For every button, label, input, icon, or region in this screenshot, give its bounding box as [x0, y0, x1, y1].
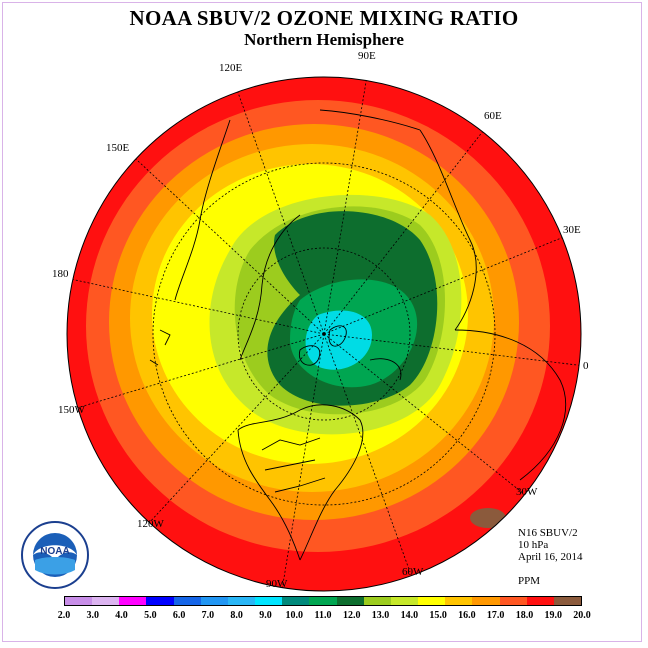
- color-bar-swatch: [418, 597, 446, 605]
- color-bar-swatch: [363, 597, 391, 605]
- color-bar-swatch: [472, 597, 500, 605]
- graticule: [67, 77, 581, 591]
- lon-label-150e: 150E: [106, 142, 130, 154]
- color-bar-swatch: [255, 597, 283, 605]
- date-label: April 16, 2014: [518, 551, 583, 563]
- color-bar-tick-label: 18.0: [515, 610, 534, 621]
- figure-frame: [2, 2, 642, 642]
- color-bar-tick-label: 3.0: [86, 610, 100, 621]
- color-bar-swatch: [227, 597, 256, 605]
- color-bar-tick-label: 16.0: [458, 610, 476, 621]
- color-bar-tick-label: 15.0: [429, 610, 447, 621]
- lon-label-150w: 150W: [58, 404, 85, 416]
- color-bar-tick-label: 2.0: [57, 610, 71, 621]
- map-subtitle: Northern Hemisphere: [244, 30, 404, 49]
- color-bar-swatch: [282, 597, 310, 605]
- color-bar-swatch: [499, 597, 527, 605]
- lon-label-120w: 120W: [137, 518, 164, 530]
- color-bar-swatch: [173, 597, 201, 605]
- color-bar-swatch: [200, 597, 228, 605]
- lon-label-30e: 30E: [563, 224, 581, 236]
- lon-label-90w: 90W: [266, 578, 288, 590]
- lon-label-60w: 60W: [402, 566, 424, 578]
- logo-text: NOAA: [40, 546, 69, 557]
- color-bar-swatch: [390, 597, 419, 605]
- color-bar-swatch: [526, 597, 554, 605]
- lon-label-0: 0: [583, 360, 589, 372]
- color-bar-tick-label: 11.0: [314, 610, 332, 621]
- contour-10-11: [305, 310, 372, 370]
- color-bar-swatch: [553, 597, 581, 605]
- color-bar-ticks: 2.0 3.0 4.0 5.0 6.0 7.0 8.0 9.0 10.0 11.0 12.0 13.0…: [45, 610, 605, 624]
- lon-label-180: 180: [52, 268, 69, 280]
- color-bar: [64, 596, 582, 606]
- color-bar-tick-label: 13.0: [371, 610, 390, 621]
- color-bar-swatch: [445, 597, 473, 605]
- coastlines: [149, 109, 567, 561]
- instrument-label: N16 SBUV/2: [518, 527, 578, 539]
- color-bar-tick-label: 10.0: [285, 610, 303, 621]
- color-bar-tick-label: 4.0: [115, 610, 128, 621]
- noaa-logo: NOAA: [20, 520, 90, 590]
- color-bar-swatch: [336, 597, 364, 605]
- color-bar-tick-label: 5.0: [144, 610, 157, 621]
- lon-label-120e: 120E: [219, 62, 243, 74]
- color-bar-tick-label: 6.0: [172, 610, 186, 621]
- color-bar-tick-label: 14.0: [400, 610, 419, 621]
- color-bar-tick-label: 20.0: [573, 610, 591, 621]
- lon-label-30w: 30W: [516, 486, 538, 498]
- map-boundary: [66, 76, 582, 592]
- lon-label-60e: 60E: [484, 110, 502, 122]
- color-bar-tick-label: 17.0: [486, 610, 505, 621]
- pressure-level-label: 10 hPa: [518, 539, 549, 551]
- color-bar-tick-label: 12.0: [343, 610, 361, 621]
- units-label: PPM: [518, 575, 541, 587]
- color-bar-swatch: [65, 597, 93, 605]
- color-bar-tick-label: 7.0: [201, 610, 215, 621]
- lon-label-90e: 90E: [358, 50, 376, 62]
- map-title: NOAA SBUV/2 OZONE MIXING RATIO: [129, 6, 519, 30]
- color-bar-swatch: [119, 597, 147, 605]
- color-bar-tick-label: 8.0: [230, 610, 243, 621]
- color-bar-tick-label: 9.0: [259, 610, 272, 621]
- contour-over-20-bottom: [470, 508, 506, 528]
- color-bar-swatch: [146, 597, 174, 605]
- color-bar-swatch: [309, 597, 337, 605]
- color-bar-tick-label: 19.0: [544, 610, 562, 621]
- color-bar-swatch: [92, 597, 120, 605]
